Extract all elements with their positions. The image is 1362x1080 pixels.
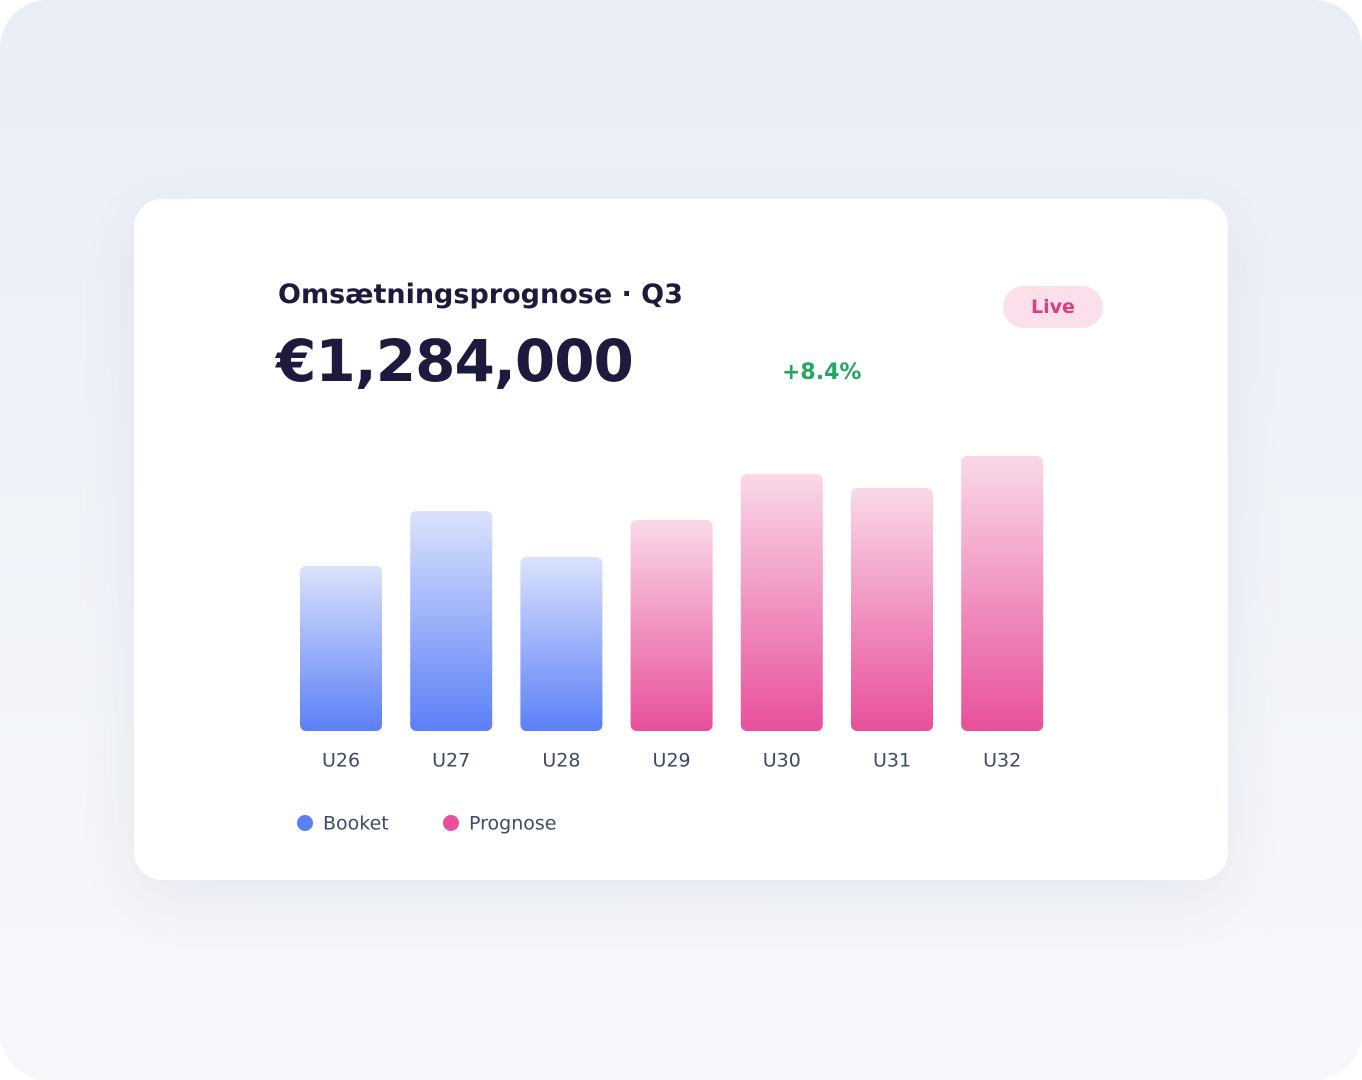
live-badge[interactable]: Live bbox=[1003, 286, 1103, 328]
x-tick-label: U31 bbox=[873, 750, 911, 772]
x-tick-label: U32 bbox=[983, 750, 1021, 772]
x-tick-label: U27 bbox=[432, 750, 470, 772]
headline-value: €1,284,000 bbox=[276, 327, 634, 395]
bar bbox=[410, 511, 493, 731]
bar bbox=[961, 456, 1044, 731]
x-tick-label: U30 bbox=[763, 750, 801, 772]
bar bbox=[851, 488, 933, 731]
x-tick-label: U26 bbox=[322, 750, 360, 772]
legend-label: Prognose bbox=[469, 813, 556, 835]
chart: U26 U27 U28 U29 U30 U31 U32 Booket Prognose bbox=[297, 456, 1044, 835]
legend-marker bbox=[297, 815, 313, 831]
legend-marker bbox=[443, 815, 459, 831]
bar bbox=[300, 566, 382, 731]
bar bbox=[630, 520, 713, 731]
bar bbox=[740, 474, 823, 731]
bar bbox=[520, 557, 603, 731]
x-tick-label: U28 bbox=[542, 750, 580, 772]
x-tick-label: U29 bbox=[653, 750, 691, 772]
change: +8.4% bbox=[782, 360, 862, 385]
legend-label: Booket bbox=[323, 813, 389, 835]
card-title: Omsætningsprognose · Q3 bbox=[278, 279, 683, 310]
card: Omsætningsprognose · Q3 €1,284,000 +8.4%… bbox=[134, 199, 1228, 880]
